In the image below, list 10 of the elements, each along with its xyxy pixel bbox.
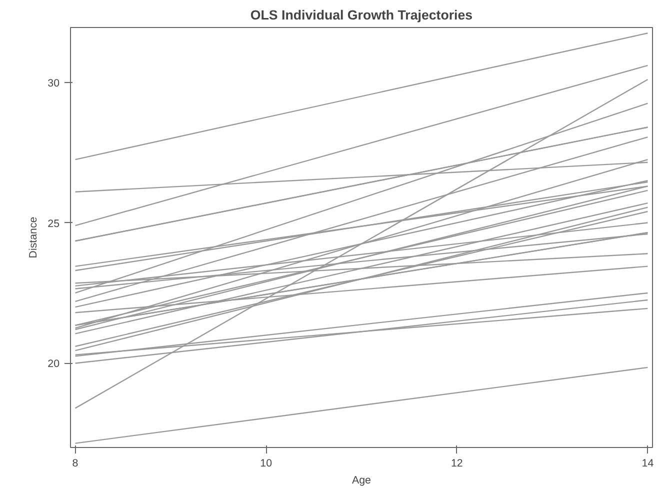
y-tick-label: 30 — [48, 77, 60, 90]
y-axis-title: Distance — [28, 216, 40, 258]
y-tick-label: 25 — [48, 218, 60, 230]
y-tick-label: 20 — [48, 358, 60, 370]
x-tick-label: 12 — [450, 458, 463, 470]
x-tick-label: 10 — [260, 458, 272, 470]
x-tick-label: 8 — [72, 458, 78, 470]
x-tick-label: 14 — [642, 458, 654, 470]
chart-title: OLS Individual Growth Trajectories — [250, 8, 473, 22]
x-axis-title: Age — [352, 474, 372, 486]
